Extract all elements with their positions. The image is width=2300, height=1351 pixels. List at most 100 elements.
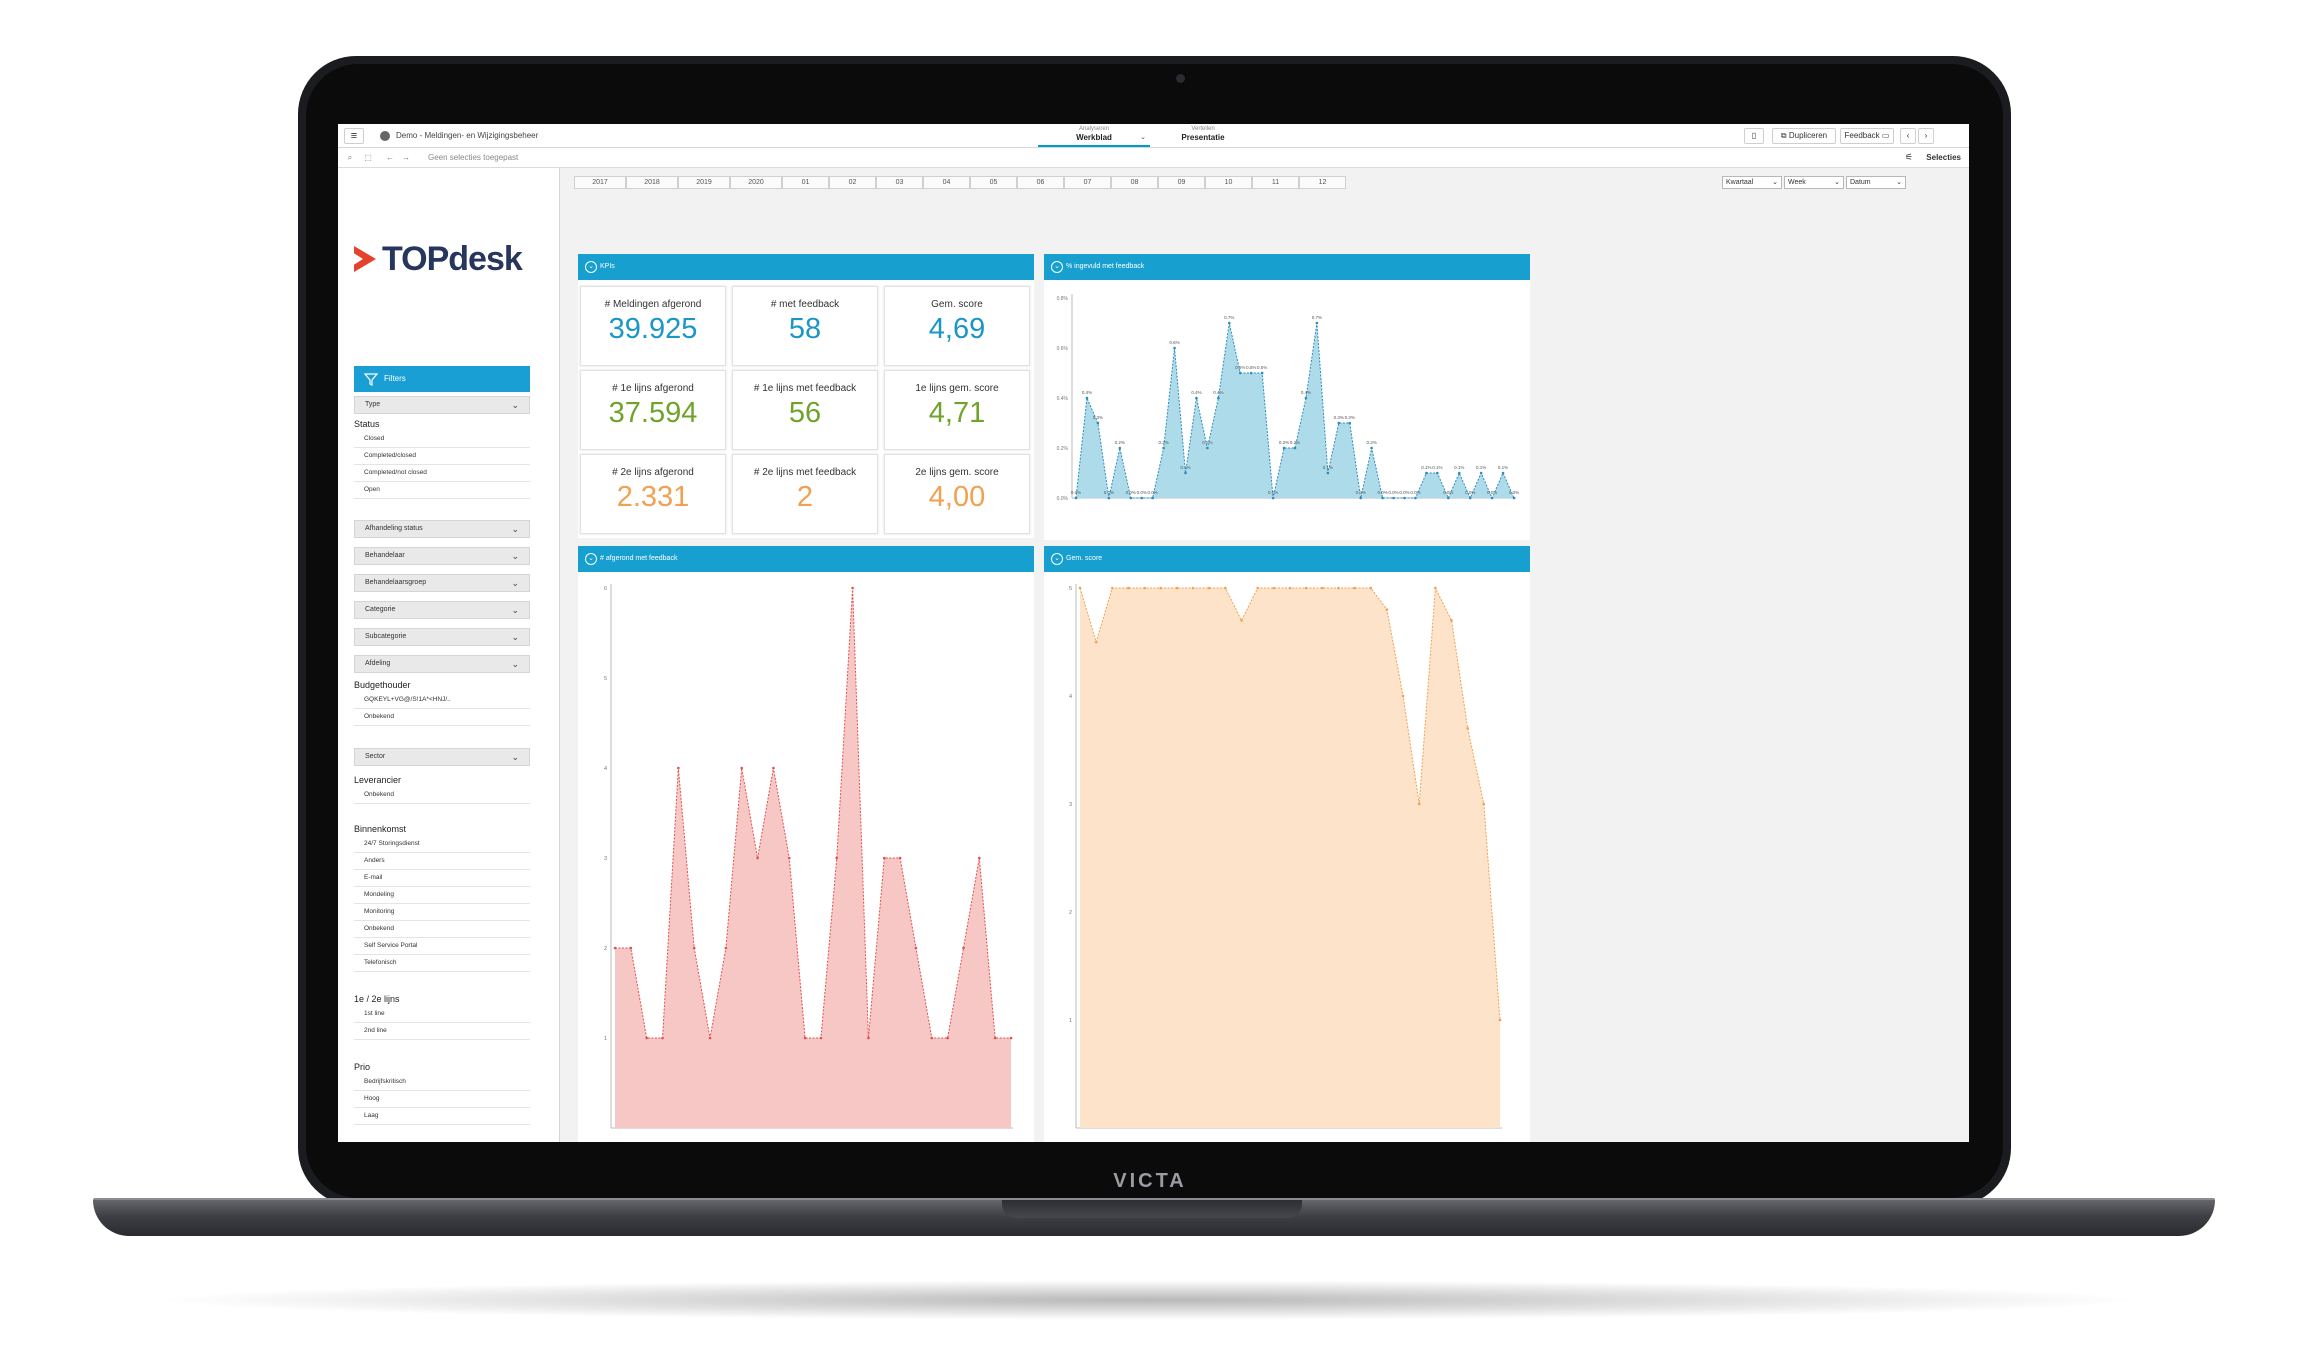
smart-search-icon[interactable]: ⌕ [347,153,353,162]
kpi-label: Gem. score [931,299,983,310]
chevron-down-icon: ⌄ [511,578,519,588]
binnenkomst-option[interactable]: E-mail [354,870,530,887]
month-cell[interactable]: 02 [829,176,876,189]
tab-analyseren[interactable]: Analyseren Werkblad ⌄ [1038,125,1150,147]
binnenkomst-option[interactable]: 24/7 Storingsdienst [354,836,530,853]
next-sheet-button[interactable]: › [1918,128,1934,144]
year-cell[interactable]: 2019 [678,176,730,189]
data-label: 0.0% [1126,490,1136,495]
month-cell[interactable]: 07 [1064,176,1111,189]
data-point [1381,496,1384,500]
expand-icon[interactable]: ⌄ [585,553,597,565]
kpi-value: 4,71 [928,397,986,429]
month-cell[interactable]: 04 [923,176,970,189]
bookmark-button[interactable]: ▯ [1744,128,1764,144]
status-option[interactable]: Open [354,482,530,499]
datum-select[interactable]: Datum ⌄ [1846,176,1906,189]
data-point [1304,396,1308,400]
expand-icon[interactable]: ⌄ [1051,553,1063,565]
status-option[interactable]: Completed/not closed [354,465,530,482]
data-point [1326,471,1330,475]
kpi-tile[interactable]: # Meldingen afgerond 39.925 [580,286,726,366]
filter-sector[interactable]: Sector ⌄ [354,748,530,766]
kpi-tile[interactable]: 1e lijns gem. score 4,71 [884,370,1030,450]
month-cell[interactable]: 09 [1158,176,1205,189]
month-cell[interactable]: 01 [782,176,829,189]
month-cell[interactable]: 06 [1017,176,1064,189]
month-cell[interactable]: 10 [1205,176,1252,189]
month-cell[interactable]: 12 [1299,176,1346,189]
kpi-tile[interactable]: # 2e lijns met feedback 2 [732,454,878,534]
filter-type[interactable]: Type ⌄ [354,396,530,414]
step-back-icon[interactable]: ← [386,153,394,162]
step-forward-icon[interactable]: → [402,153,410,162]
kpi-value: 56 [788,397,822,429]
selecties-button[interactable]: Selecties [1926,153,1961,162]
prio-option[interactable]: Bedrijfskritisch [354,1074,530,1091]
data-point [882,856,886,860]
kpi-tile[interactable]: # 2e lijns afgerond 2.331 [580,454,726,534]
feedback-button[interactable]: Feedback ▭ [1840,128,1894,144]
expand-icon[interactable]: ⌄ [585,261,597,273]
y-tick-label: 3 [1069,802,1072,808]
tab-vertellen[interactable]: Vertellen Presentatie [1158,125,1248,147]
kpi-tile[interactable]: # 1e lijns afgerond 37.594 [580,370,726,450]
kpi-tile[interactable]: 2e lijns gem. score 4,00 [884,454,1030,534]
data-point [1159,586,1163,590]
kpi-tile[interactable]: # 1e lijns met feedback 56 [732,370,878,450]
binnenkomst-option[interactable]: Anders [354,853,530,870]
kpi-tile[interactable]: Gem. score 4,69 [884,286,1030,366]
filter-behandelaar[interactable]: Behandelaar ⌄ [354,547,530,565]
afgerond-met-feedback-chart[interactable]: 1 2 3 4 5 6 [581,578,1031,1138]
filter-behandelaarsgroep[interactable]: Behandelaarsgroep ⌄ [354,574,530,592]
year-cell[interactable]: 2020 [730,176,782,189]
month-cell[interactable]: 03 [876,176,923,189]
binnenkomst-option[interactable]: Telefonisch [354,955,530,972]
data-point [677,766,680,770]
data-point [1447,496,1450,500]
data-point [1512,496,1516,500]
status-option[interactable]: Closed [354,431,530,448]
leverancier-option[interactable]: Onbekend [354,787,530,804]
budgethouder-option[interactable]: GQKEYL+VG@/S!1A*<HNJ/.. [354,692,530,709]
feedback-percentage-chart[interactable]: 0.0% 0.2% 0.4% 0.6% 0.8% 0.0% 0.4% 0.3% 0.0% 0.2%… [1046,284,1528,528]
budgethouder-option[interactable]: Onbekend [354,709,530,726]
previous-sheet-button[interactable]: ‹ [1900,128,1916,144]
binnenkomst-option[interactable]: Monitoring [354,904,530,921]
status-option[interactable]: Completed/closed [354,448,530,465]
data-point [1272,586,1276,590]
dupliceren-button[interactable]: ⧉ Dupliceren [1772,128,1836,144]
menu-button[interactable]: ≡ [344,128,364,144]
binnenkomst-option[interactable]: Self Service Portal [354,938,530,955]
filter-sidebar: TOPdesk Filters Type ⌄ Status Closed Comp… [338,168,560,1142]
month-cell[interactable]: 08 [1111,176,1158,189]
filter-afdeling[interactable]: Afdeling ⌄ [354,655,530,673]
month-cell[interactable]: 11 [1252,176,1299,189]
data-point [1369,586,1373,590]
data-point [1238,371,1242,375]
month-cell[interactable]: 05 [970,176,1017,189]
gem-score-chart[interactable]: 1 2 3 4 5 [1046,578,1528,1138]
lijns-option[interactable]: 1st line [354,1006,530,1023]
filter-label: Afhandeling status [365,525,423,532]
lijns-option[interactable]: 2nd line [354,1023,530,1040]
filter-label: Subcategorie [365,633,407,640]
filter-categorie[interactable]: Categorie ⌄ [354,601,530,619]
data-point [1078,586,1082,590]
expand-icon[interactable]: ⌄ [1051,261,1063,273]
year-cell[interactable]: 2017 [574,176,626,189]
data-point [835,856,839,860]
selections-icon[interactable]: ⚟ [1904,152,1913,162]
year-cell[interactable]: 2018 [626,176,678,189]
week-select[interactable]: Week ⌄ [1784,176,1844,189]
filter-subcategorie[interactable]: Subcategorie ⌄ [354,628,530,646]
prio-option[interactable]: Hoog [354,1091,530,1108]
binnenkomst-option[interactable]: Onbekend [354,921,530,938]
data-point [1074,496,1078,500]
binnenkomst-option[interactable]: Mondeling [354,887,530,904]
kwartaal-select[interactable]: Kwartaal ⌄ [1722,176,1782,189]
prio-option[interactable]: Laag [354,1108,530,1125]
filter-afhandeling-status[interactable]: Afhandeling status ⌄ [354,520,530,538]
selection-tool-icon[interactable]: ⬚ [364,153,372,162]
kpi-tile[interactable]: # met feedback 58 [732,286,878,366]
